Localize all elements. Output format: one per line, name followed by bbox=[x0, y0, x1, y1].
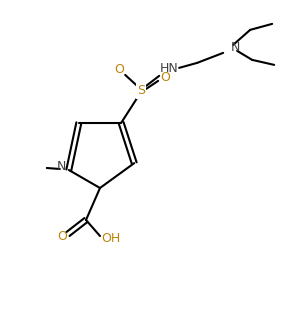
Text: O: O bbox=[160, 71, 170, 84]
Text: HN: HN bbox=[160, 62, 179, 75]
Text: N: N bbox=[231, 41, 240, 54]
Text: O: O bbox=[114, 63, 124, 76]
Text: N: N bbox=[57, 161, 66, 174]
Text: S: S bbox=[137, 84, 145, 97]
Text: OH: OH bbox=[102, 232, 121, 246]
Text: O: O bbox=[57, 229, 67, 242]
